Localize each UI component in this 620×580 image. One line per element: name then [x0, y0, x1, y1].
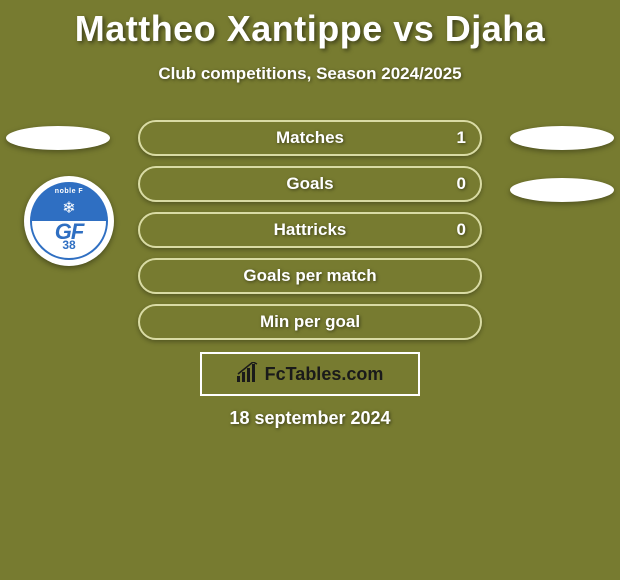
date-label: 18 september 2024: [0, 408, 620, 429]
stat-row-min-per-goal: Min per goal: [138, 304, 482, 340]
watermark-text: FcTables.com: [265, 364, 384, 385]
club-badge: noble F ❄ GF 38: [24, 176, 114, 266]
stat-label: Goals: [286, 174, 333, 194]
stats-container: Matches 1 Goals 0 Hattricks 0 Goals per …: [138, 120, 482, 350]
stat-label: Goals per match: [243, 266, 376, 286]
club-badge-inner: noble F ❄ GF 38: [30, 182, 108, 260]
stat-label: Matches: [276, 128, 344, 148]
stat-row-hattricks: Hattricks 0: [138, 212, 482, 248]
stat-label: Min per goal: [260, 312, 360, 332]
watermark: FcTables.com: [200, 352, 420, 396]
player-right-placeholder-2: [510, 178, 614, 202]
page-title: Mattheo Xantippe vs Djaha: [0, 0, 620, 50]
stat-row-matches: Matches 1: [138, 120, 482, 156]
player-right-placeholder-1: [510, 126, 614, 150]
stat-value: 1: [457, 128, 466, 148]
stat-value: 0: [457, 220, 466, 240]
player-left-placeholder: [6, 126, 110, 150]
stat-row-goals: Goals 0: [138, 166, 482, 202]
stat-value: 0: [457, 174, 466, 194]
club-badge-number: 38: [62, 238, 75, 252]
page-subtitle: Club competitions, Season 2024/2025: [0, 64, 620, 84]
chart-icon: [237, 362, 261, 387]
snowflake-icon: ❄: [62, 198, 75, 218]
club-badge-top-text: noble F: [55, 188, 83, 195]
stat-label: Hattricks: [274, 220, 347, 240]
stat-row-goals-per-match: Goals per match: [138, 258, 482, 294]
